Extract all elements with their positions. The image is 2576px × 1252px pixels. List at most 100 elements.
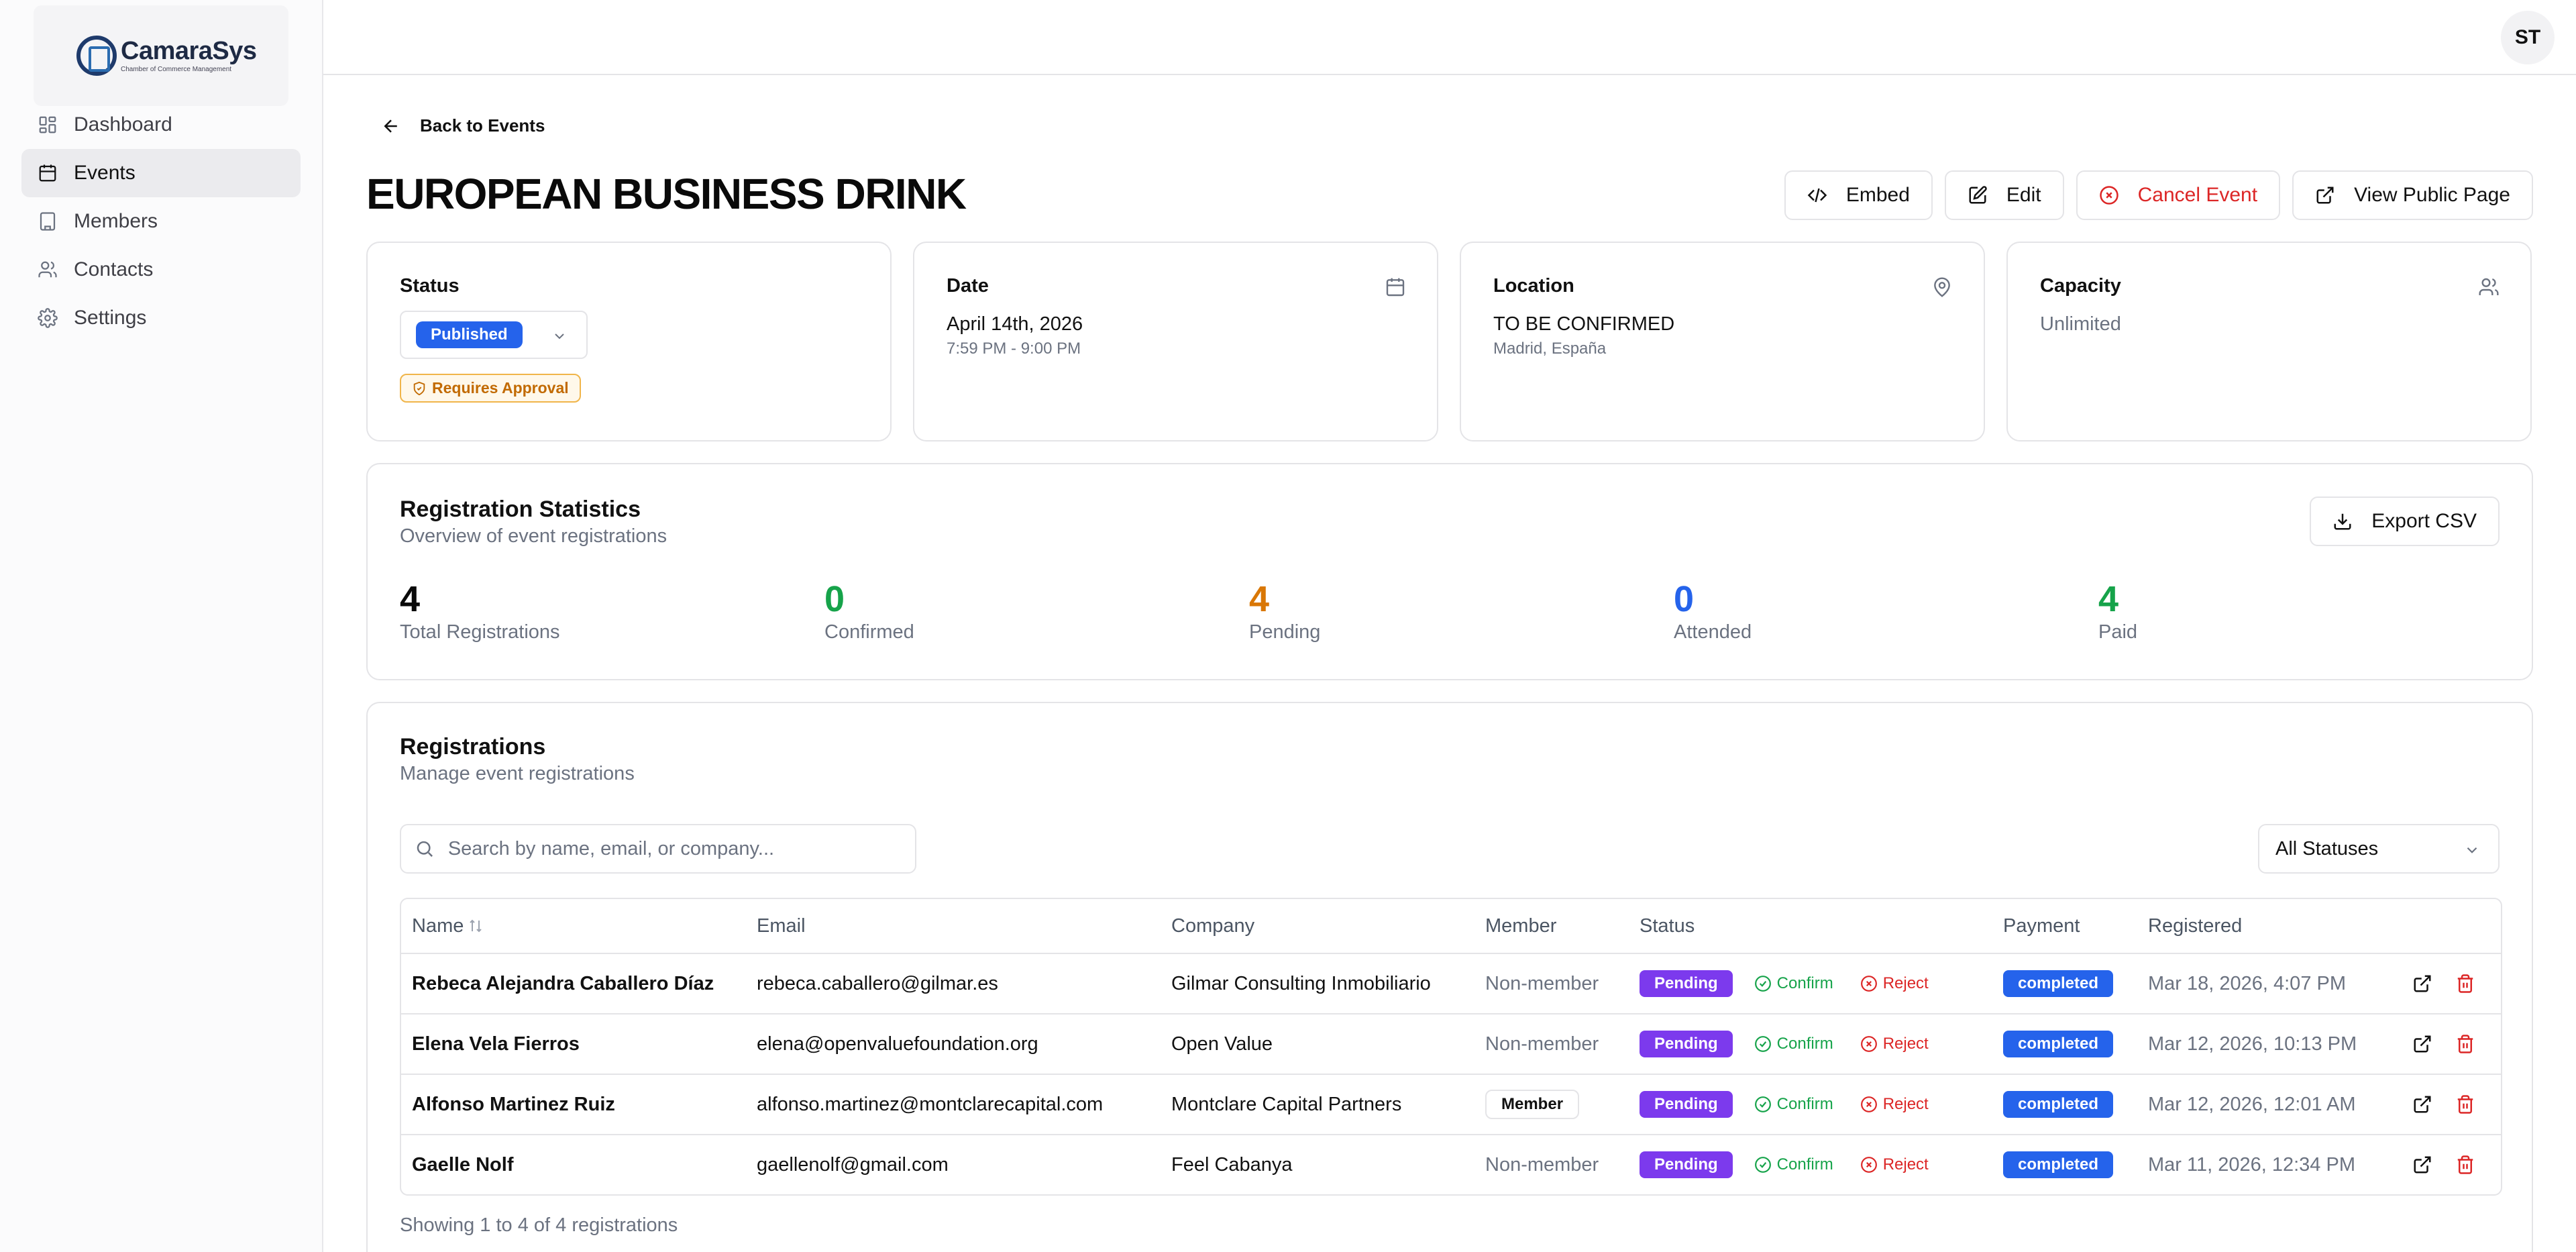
confirm-button[interactable]: Confirm [1754,1155,1833,1174]
view-public-page-button[interactable]: View Public Page [2292,170,2533,220]
registrant-email: alfonso.martinez@montclarecapital.com [757,1093,1104,1115]
column-header-payment: Payment [2003,915,2080,937]
event-date: April 14th, 2026 [947,313,1083,335]
export-csv-button[interactable]: Export CSV [2310,497,2500,546]
stat-confirmed: 0 Confirmed [824,578,914,643]
x-circle-icon [1860,1157,1877,1173]
back-to-events-link[interactable]: Back to Events [381,115,545,136]
table-body: Rebeca Alejandra Caballero Díaz rebeca.c… [401,953,2501,1194]
member-cell: Non-member [1485,954,1599,1013]
row-actions [2412,1135,2475,1194]
x-circle-icon [1860,976,1877,992]
stat-attended: 0 Attended [1674,578,1752,643]
grid-icon [39,116,56,134]
embed-label: Embed [1845,184,1910,206]
cancel-event-label: Cancel Event [2137,184,2258,206]
sidebar-item-settings[interactable]: Settings [21,294,301,342]
confirm-label: Confirm [1776,974,1833,992]
registrant-name: Alfonso Martinez Ruiz [412,1093,615,1115]
trash-icon[interactable] [2455,1155,2475,1175]
trash-icon[interactable] [2455,1034,2475,1054]
status-cell: Pending Confirm Reject [1640,1014,1929,1074]
registered-date: Mar 12, 2026, 12:01 AM [2148,1093,2356,1115]
logo-icon [76,36,117,76]
search-icon [417,841,433,857]
embed-button[interactable]: Embed [1784,170,1933,220]
date-card-label: Date [947,275,989,297]
reject-label: Reject [1882,974,1929,992]
status-select[interactable]: Published [400,311,588,359]
registered-date: Mar 12, 2026, 10:13 PM [2148,1033,2357,1055]
code-icon [1807,188,1827,203]
reject-button[interactable]: Reject [1860,1095,1929,1114]
row-actions [2412,954,2475,1013]
registrant-email: rebeca.caballero@gilmar.es [757,972,998,994]
member-cell: Non-member [1485,1135,1599,1194]
confirm-button[interactable]: Confirm [1754,974,1833,993]
requires-approval-label: Requires Approval [432,379,569,397]
registrations-card: Registrations Manage event registrations… [366,702,2533,1252]
x-circle-icon [1860,1096,1877,1112]
external-link-icon[interactable] [2412,1155,2432,1175]
external-link-icon[interactable] [2412,974,2432,994]
date-card: Date April 14th, 2026 7:59 PM - 9:00 PM [913,242,1438,441]
registrant-company: Feel Cabanya [1171,1153,1293,1176]
reject-button[interactable]: Reject [1860,1035,1929,1053]
search-field[interactable] [400,824,916,874]
external-link-icon[interactable] [2412,1094,2432,1114]
calendar-icon [39,164,56,182]
status-badge: Published [416,321,523,348]
cancel-event-button[interactable]: Cancel Event [2076,170,2281,220]
table-row: Rebeca Alejandra Caballero Díaz rebeca.c… [401,953,2501,1013]
confirm-button[interactable]: Confirm [1754,1095,1833,1114]
reject-label: Reject [1882,1035,1929,1053]
sort-icon [470,919,482,933]
sidebar-item-label: Dashboard [74,113,172,136]
x-circle-icon [2099,186,2118,205]
search-input[interactable] [447,837,915,860]
sidebar-item-members[interactable]: Members [21,197,301,246]
event-actions: Embed Edit Cancel Event View Public Page [1784,170,2533,220]
registration-statistics-card: Registration Statistics Overview of even… [366,463,2533,680]
reject-button[interactable]: Reject [1860,974,1929,993]
confirm-button[interactable]: Confirm [1754,1035,1833,1053]
app-tagline: Chamber of Commerce Management [121,66,232,73]
row-actions [2412,1075,2475,1134]
reject-button[interactable]: Reject [1860,1155,1929,1174]
column-header-name[interactable]: Name [412,899,484,953]
trash-icon[interactable] [2455,974,2475,994]
requires-approval-badge: Requires Approval [400,374,581,403]
stat-label: Total Registrations [400,621,560,643]
external-link-icon[interactable] [2412,1034,2432,1054]
check-circle-icon [1754,1036,1771,1052]
app-name: CamaraSys [121,37,257,65]
sidebar-item-events[interactable]: Events [21,149,301,197]
calendar-icon [1386,278,1405,297]
stat-value: 0 [824,579,845,619]
reject-label: Reject [1882,1095,1929,1113]
chevron-down-icon [555,333,564,340]
sidebar-item-label: Contacts [74,258,154,280]
payment-cell: completed [2003,1014,2114,1074]
column-header-status: Status [1640,915,1695,937]
user-avatar[interactable]: ST [2501,11,2555,64]
registrant-email: gaellenolf@gmail.com [757,1153,949,1176]
stat-pending: 4 Pending [1249,578,1320,643]
stat-label: Confirmed [824,621,914,643]
confirm-label: Confirm [1776,1035,1833,1053]
app-logo[interactable]: CamaraSys Chamber of Commerce Management [34,5,288,106]
pending-badge: Pending [1640,1031,1733,1057]
stat-total: 4 Total Registrations [400,578,560,643]
sidebar-item-contacts[interactable]: Contacts [21,246,301,294]
sidebar-item-label: Members [74,210,158,232]
stats-subtitle: Overview of event registrations [400,525,667,547]
trash-icon[interactable] [2455,1094,2475,1114]
status-filter-select[interactable]: All Statuses [2258,824,2500,874]
download-icon [2334,513,2351,530]
edit-button[interactable]: Edit [1944,170,2064,220]
sidebar-item-label: Events [74,162,136,184]
status-cell: Pending Confirm Reject [1640,954,1929,1013]
stat-label: Attended [1674,621,1752,643]
stat-value: 4 [400,579,421,619]
sidebar-item-dashboard[interactable]: Dashboard [21,101,301,149]
